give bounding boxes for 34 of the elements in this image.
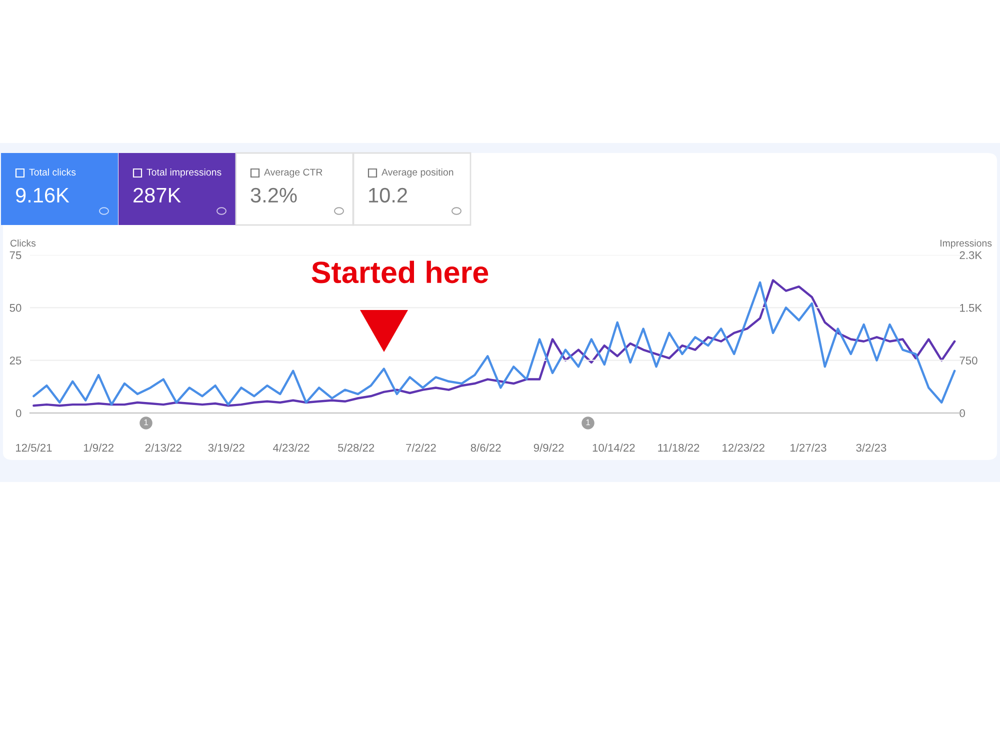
y-tick-label: 75 <box>10 251 22 260</box>
x-tick-label: 3/19/22 <box>208 444 244 452</box>
text: 9.16K <box>16 188 70 203</box>
y2-tick-label: 750 <box>960 356 978 364</box>
y2-tick-label: 1.5K <box>960 304 982 312</box>
y2-axis-title: Impressions <box>940 239 992 249</box>
text: 1 <box>586 419 590 426</box>
x-tick-label: 12/23/22 <box>722 444 764 452</box>
text: Total impressions <box>146 168 222 178</box>
x-tick-label: 8/6/22 <box>470 444 501 452</box>
x-tick-label: 5/28/22 <box>338 444 374 452</box>
text: Average CTR <box>264 168 322 178</box>
text: 1 <box>144 419 148 426</box>
text: 287K <box>134 188 181 203</box>
y-tick-label: 0 <box>16 409 22 418</box>
x-tick-label: 11/18/22 <box>658 444 700 452</box>
text: Average position <box>382 168 454 178</box>
text: 3.2% <box>250 188 297 203</box>
x-tick-label: 12/5/21 <box>16 444 52 452</box>
x-tick-label: 4/23/22 <box>272 444 310 452</box>
x-tick-label: 10/14/22 <box>592 444 635 452</box>
text: 10.2 <box>369 188 407 203</box>
y-tick-label: 50 <box>10 304 22 312</box>
text: Total clicks <box>29 168 76 176</box>
y-tick-label: 25 <box>10 356 22 364</box>
x-tick-label: 7/2/22 <box>406 444 436 452</box>
x-tick-label: 3/2/23 <box>856 444 886 452</box>
x-tick-label: 2/13/22 <box>145 444 182 452</box>
y2-tick-label: 2.3K <box>960 251 982 260</box>
x-tick-label: 1/9/22 <box>84 444 114 452</box>
y-axis-title: Clicks <box>10 239 36 247</box>
x-tick-label: 1/27/23 <box>790 444 826 452</box>
annotation: Started here <box>312 260 488 284</box>
x-tick-label: 9/9/22 <box>534 444 564 452</box>
